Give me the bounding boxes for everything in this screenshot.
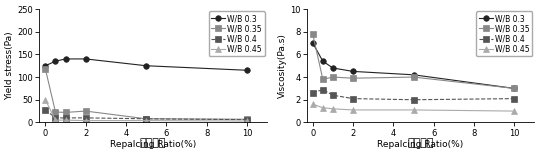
W/B 0.35 (62, 111, 69, 113)
W/B 0.45 (42, 99, 49, 101)
W/B 0.3 (410, 74, 417, 76)
Line: W/B 0.35: W/B 0.35 (43, 66, 249, 122)
W/B 0.35 (309, 33, 316, 35)
W/B 0.45 (320, 107, 326, 109)
W/B 0.4 (511, 98, 517, 100)
W/B 0.45 (244, 120, 250, 122)
W/B 0.3 (350, 71, 356, 72)
W/B 0.45 (329, 108, 336, 110)
W/B 0.45 (350, 109, 356, 111)
W/B 0.45 (309, 103, 316, 105)
W/B 0.4 (309, 92, 316, 94)
W/B 0.4 (320, 89, 326, 91)
X-axis label: Repalcing Ratio(%): Repalcing Ratio(%) (110, 140, 197, 149)
W/B 0.35 (143, 118, 150, 120)
W/B 0.35 (410, 76, 417, 78)
W/B 0.3 (52, 60, 59, 62)
W/B 0.35 (52, 111, 59, 113)
W/B 0.45 (511, 110, 517, 112)
W/B 0.3 (143, 65, 150, 67)
W/B 0.3 (309, 42, 316, 44)
W/B 0.35 (320, 78, 326, 80)
W/B 0.3 (83, 58, 89, 60)
W/B 0.3 (320, 60, 326, 62)
W/B 0.35 (244, 118, 250, 120)
W/B 0.4 (83, 117, 89, 119)
W/B 0.45 (83, 120, 89, 122)
W/B 0.4 (244, 119, 250, 121)
W/B 0.3 (511, 87, 517, 89)
W/B 0.35 (350, 77, 356, 79)
W/B 0.45 (410, 109, 417, 111)
W/B 0.35 (42, 68, 49, 70)
Line: W/B 0.3: W/B 0.3 (310, 40, 517, 91)
Line: W/B 0.4: W/B 0.4 (310, 87, 517, 102)
Line: W/B 0.45: W/B 0.45 (43, 97, 249, 124)
W/B 0.45 (52, 119, 59, 121)
Text: 소성점도: 소성점도 (407, 138, 434, 148)
W/B 0.45 (143, 120, 150, 122)
W/B 0.3 (62, 58, 69, 60)
W/B 0.35 (511, 87, 517, 89)
W/B 0.4 (42, 109, 49, 111)
Y-axis label: Yield stress(Pa): Yield stress(Pa) (5, 31, 15, 100)
Line: W/B 0.4: W/B 0.4 (43, 107, 249, 122)
Y-axis label: Viscosity(Pa.s): Viscosity(Pa.s) (278, 33, 287, 98)
W/B 0.35 (83, 110, 89, 112)
W/B 0.4 (143, 118, 150, 120)
X-axis label: Repalcing Ratio(%): Repalcing Ratio(%) (377, 140, 464, 149)
W/B 0.4 (350, 98, 356, 100)
W/B 0.4 (410, 99, 417, 101)
W/B 0.3 (329, 67, 336, 69)
Line: W/B 0.45: W/B 0.45 (310, 102, 517, 114)
W/B 0.3 (42, 65, 49, 67)
W/B 0.35 (329, 76, 336, 78)
Legend: W/B 0.3, W/B 0.35, W/B 0.4, W/B 0.45: W/B 0.3, W/B 0.35, W/B 0.4, W/B 0.45 (476, 11, 532, 56)
W/B 0.3 (244, 69, 250, 71)
W/B 0.45 (62, 119, 69, 121)
Legend: W/B 0.3, W/B 0.35, W/B 0.4, W/B 0.45: W/B 0.3, W/B 0.35, W/B 0.4, W/B 0.45 (209, 11, 265, 56)
Line: W/B 0.35: W/B 0.35 (310, 31, 517, 91)
Line: W/B 0.3: W/B 0.3 (43, 56, 249, 73)
W/B 0.4 (62, 117, 69, 119)
Text: 항복응력: 항복응력 (140, 138, 166, 148)
W/B 0.4 (52, 117, 59, 119)
W/B 0.4 (329, 94, 336, 96)
